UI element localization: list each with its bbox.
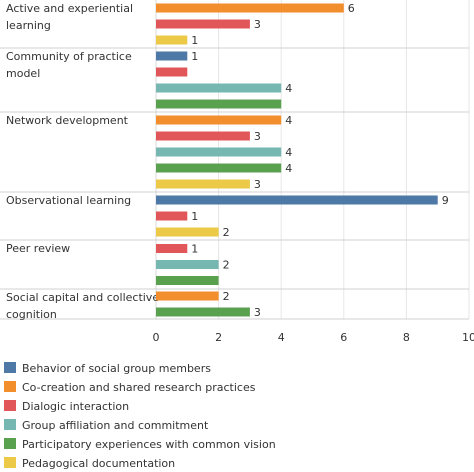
legend-label-4: Participatory experiences with common vi…: [22, 438, 276, 451]
x-tick-label-0: 0: [153, 331, 160, 344]
bar-5-0: [156, 291, 219, 301]
group-label-3-0: Observational learning: [6, 194, 131, 207]
bar-0-0: [156, 3, 344, 13]
bar-1-2: [156, 83, 282, 93]
group-label-1-0: Community of practice: [6, 50, 132, 63]
group-label-5-0: Social capital and collective: [6, 291, 159, 304]
bar-3-1: [156, 211, 188, 221]
bar-value-label-0-2: 1: [191, 34, 198, 47]
bar-1-3: [156, 99, 282, 109]
bar-2-1: [156, 131, 250, 141]
bar-value-label-4-1: 2: [223, 259, 230, 272]
group-label-2-0: Network development: [6, 114, 129, 127]
bar-2-0: [156, 115, 282, 125]
legend-swatch-1: [4, 381, 16, 392]
legend-swatch-5: [4, 457, 16, 468]
group-label-0-1: learning: [6, 19, 51, 32]
bar-value-label-3-0: 9: [442, 194, 449, 207]
bar-value-label-5-0: 2: [223, 290, 230, 303]
legend-swatch-3: [4, 419, 16, 430]
bar-5-1: [156, 307, 250, 317]
bar-value-label-3-1: 1: [191, 210, 198, 223]
bar-2-2: [156, 147, 282, 157]
bar-4-1: [156, 260, 219, 269]
legend-label-3: Group affiliation and commitment: [22, 419, 209, 432]
bar-3-0: [156, 195, 438, 205]
bar-value-label-0-0: 6: [348, 2, 355, 15]
legend-swatch-2: [4, 400, 16, 411]
bar-3-2: [156, 227, 219, 237]
x-tick-label-3: 6: [340, 331, 347, 344]
bar-value-label-2-0: 4: [285, 114, 292, 127]
bar-2-3: [156, 163, 282, 173]
group-label-1-1: model: [6, 67, 40, 80]
bar-value-label-5-1: 3: [254, 306, 261, 319]
bar-value-label-2-4: 3: [254, 178, 261, 191]
bar-value-label-2-1: 3: [254, 130, 261, 143]
x-tick-label-5: 10: [462, 331, 474, 344]
legend-swatch-4: [4, 438, 16, 449]
legend-label-0: Behavior of social group members: [22, 362, 211, 375]
bar-1-0: [156, 51, 188, 61]
bar-value-label-1-0: 1: [191, 50, 198, 63]
bar-value-label-1-2: 4: [285, 82, 292, 95]
group-label-5-1: cognition: [6, 308, 57, 321]
bar-1-1: [156, 67, 188, 77]
legend-label-2: Dialogic interaction: [22, 400, 129, 413]
bar-value-label-2-2: 4: [285, 146, 292, 159]
x-tick-label-1: 2: [215, 331, 222, 344]
group-label-0-0: Active and experiential: [6, 2, 133, 15]
x-tick-label-4: 8: [403, 331, 410, 344]
bar-0-2: [156, 35, 188, 45]
bar-value-label-3-2: 2: [223, 226, 230, 239]
bar-0-1: [156, 19, 250, 29]
legend-swatch-0: [4, 362, 16, 373]
bar-value-label-2-3: 4: [285, 162, 292, 175]
group-label-4-0: Peer review: [6, 242, 70, 255]
bar-2-4: [156, 179, 250, 189]
bar-value-label-4-0: 1: [191, 243, 198, 256]
bar-4-2: [156, 276, 219, 285]
bar-value-label-0-1: 3: [254, 18, 261, 31]
bar-4-0: [156, 244, 188, 253]
legend-label-5: Pedagogical documentation: [22, 457, 175, 470]
legend-label-1: Co-creation and shared research practice…: [22, 381, 256, 394]
x-tick-label-2: 4: [278, 331, 285, 344]
